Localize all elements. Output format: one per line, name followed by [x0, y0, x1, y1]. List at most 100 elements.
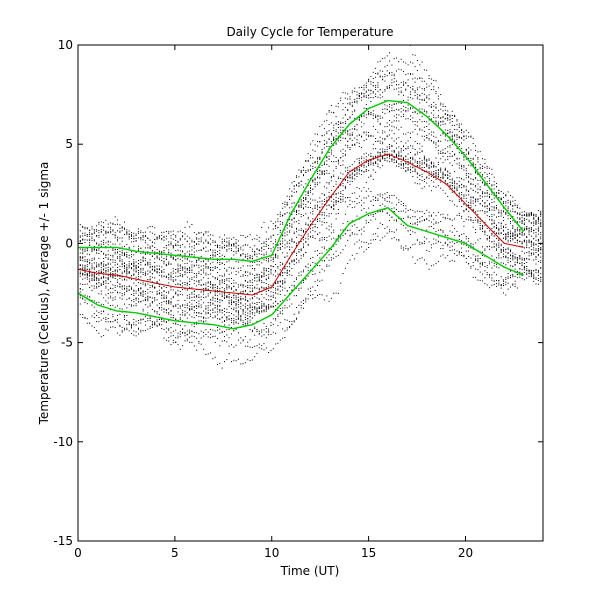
scatter-point	[400, 158, 402, 160]
scatter-point	[426, 86, 428, 88]
scatter-point	[217, 272, 218, 274]
scatter-point	[103, 226, 105, 228]
scatter-point	[207, 313, 209, 315]
scatter-point	[268, 328, 270, 330]
scatter-point	[351, 177, 353, 179]
scatter-point	[275, 257, 277, 259]
scatter-point	[537, 222, 539, 224]
scatter-point	[496, 238, 497, 239]
scatter-point	[172, 257, 174, 259]
scatter-point	[372, 97, 374, 99]
scatter-point	[519, 256, 521, 258]
scatter-point	[226, 270, 228, 272]
scatter-point	[326, 197, 328, 199]
scatter-point	[426, 137, 428, 139]
scatter-point	[114, 286, 116, 288]
scatter-point	[449, 132, 451, 134]
scatter-point	[186, 305, 188, 306]
scatter-point	[89, 238, 91, 240]
scatter-point	[503, 220, 504, 222]
scatter-point	[523, 241, 525, 243]
scatter-point	[335, 156, 337, 158]
scatter-point	[389, 86, 390, 88]
scatter-point	[349, 177, 351, 179]
scatter-point	[305, 228, 307, 230]
scatter-point	[358, 87, 360, 89]
scatter-point	[258, 289, 260, 290]
scatter-point	[293, 261, 295, 263]
scatter-point	[410, 222, 411, 224]
scatter-point	[363, 131, 365, 133]
scatter-point	[191, 324, 193, 326]
scatter-point	[289, 242, 291, 244]
scatter-point	[410, 61, 411, 63]
scatter-point	[407, 64, 409, 66]
scatter-point	[289, 287, 291, 289]
scatter-point	[98, 264, 100, 266]
scatter-point	[242, 285, 244, 287]
scatter-point	[528, 255, 530, 257]
scatter-point	[523, 219, 525, 221]
scatter-point	[203, 310, 205, 312]
scatter-point	[212, 358, 214, 360]
scatter-point	[151, 324, 153, 326]
scatter-point	[435, 93, 437, 94]
scatter-point	[526, 272, 528, 274]
scatter-point	[310, 169, 311, 171]
scatter-point	[105, 319, 107, 320]
scatter-point	[393, 149, 395, 151]
scatter-point	[428, 211, 430, 213]
scatter-point	[270, 271, 272, 273]
scatter-point	[117, 249, 118, 250]
scatter-point	[170, 256, 172, 258]
scatter-point	[147, 312, 149, 314]
scatter-point	[237, 300, 239, 301]
scatter-point	[312, 270, 314, 272]
scatter-point	[189, 309, 191, 311]
scatter-point	[156, 268, 158, 270]
scatter-point	[224, 292, 225, 294]
scatter-point	[356, 123, 358, 125]
scatter-point	[235, 304, 237, 306]
scatter-point	[386, 151, 388, 153]
scatter-point	[261, 287, 263, 289]
scatter-point	[142, 283, 144, 285]
scatter-point	[351, 134, 353, 136]
scatter-point	[165, 295, 167, 297]
scatter-point	[177, 283, 179, 285]
scatter-point	[147, 292, 149, 294]
scatter-point	[84, 274, 86, 276]
scatter-point	[317, 171, 318, 173]
scatter-point	[375, 233, 377, 235]
scatter-point	[470, 207, 472, 208]
scatter-point	[196, 349, 198, 351]
scatter-point	[479, 222, 481, 224]
scatter-point	[433, 212, 435, 214]
scatter-point	[200, 255, 202, 257]
scatter-point	[384, 80, 386, 82]
scatter-point	[210, 352, 211, 354]
scatter-point	[403, 113, 404, 115]
scatter-point	[382, 117, 384, 119]
scatter-point	[82, 256, 84, 258]
scatter-point	[240, 298, 242, 300]
scatter-point	[158, 274, 160, 276]
scatter-point	[105, 294, 107, 296]
scatter-point	[284, 287, 286, 289]
scatter-point	[523, 272, 525, 274]
scatter-point	[224, 244, 225, 246]
scatter-point	[293, 295, 295, 297]
scatter-point	[328, 204, 330, 206]
scatter-point	[142, 269, 144, 271]
scatter-point	[530, 228, 532, 230]
scatter-point	[256, 274, 258, 276]
scatter-point	[351, 144, 353, 146]
scatter-point	[156, 324, 158, 326]
scatter-point	[414, 170, 416, 172]
scatter-point	[484, 172, 486, 174]
scatter-point	[310, 190, 311, 192]
scatter-point	[258, 253, 260, 255]
scatter-point	[179, 283, 181, 285]
scatter-point	[410, 119, 411, 121]
scatter-point	[386, 108, 388, 110]
